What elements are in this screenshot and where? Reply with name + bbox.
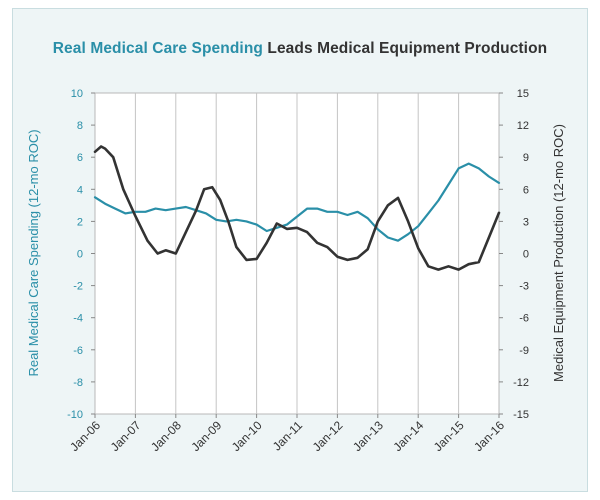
- y-right-tick-label: 15: [517, 88, 529, 100]
- y-left-tick-label: -4: [73, 313, 83, 325]
- x-tick-label: Jan-16: [471, 418, 507, 454]
- x-tick-label: Jan-14: [390, 418, 426, 454]
- y-left-tick-label: 8: [77, 120, 83, 132]
- y-axis-right-label: Medical Equipment Production (12-mo ROC): [551, 124, 566, 382]
- series-lines: [93, 145, 501, 271]
- y-right-tick-label: 6: [523, 184, 529, 196]
- series-line-spending: [93, 162, 501, 242]
- y-right-tick-label: 9: [523, 152, 529, 164]
- y-left-tick-label: 10: [71, 88, 83, 100]
- y-right-tick-label: 0: [523, 249, 529, 261]
- x-tick-label: Jan-11: [270, 418, 305, 453]
- y-right-tick-label: -15: [513, 409, 529, 421]
- y-left-tick-label: -10: [67, 409, 83, 421]
- x-tick-label: Jan-15: [431, 418, 467, 454]
- y-left-tick-label: -2: [73, 281, 83, 293]
- y-right-tick-label: 12: [517, 120, 529, 132]
- series-line-production: [93, 145, 501, 271]
- y-right-tick-label: -9: [519, 345, 529, 357]
- y-right-tick-label: -12: [513, 377, 529, 389]
- y-left-tick-label: 2: [77, 216, 83, 228]
- x-tick-label: Jan-07: [108, 418, 144, 454]
- x-tick-label: Jan-10: [229, 418, 265, 454]
- y-left-tick-label: 0: [77, 249, 83, 261]
- chart-title-part1: Real Medical Care Spending: [52, 40, 263, 57]
- chart-title-part2: Leads Medical Equipment Production: [267, 40, 548, 57]
- y-right-tick-label: 3: [523, 216, 529, 228]
- x-tick-label: Jan-13: [350, 418, 386, 454]
- chart-title: Real Medical Care Spending Leads Medical…: [0, 40, 600, 58]
- x-tick-label: Jan-06: [67, 418, 103, 454]
- y-left-tick-label: -8: [73, 377, 83, 389]
- x-tick-label: Jan-09: [188, 418, 224, 454]
- y-left-tick-label: 4: [77, 184, 83, 196]
- y-left-tick-label: -6: [73, 345, 83, 357]
- y-axis-left-label: Real Medical Care Spending (12-mo ROC): [26, 129, 41, 376]
- x-tick-label: Jan-08: [148, 418, 184, 454]
- y-right-tick-label: -6: [519, 313, 529, 325]
- y-left-tick-label: 6: [77, 152, 83, 164]
- y-right-tick-label: -3: [519, 281, 529, 293]
- x-tick-label: Jan-12: [310, 418, 346, 454]
